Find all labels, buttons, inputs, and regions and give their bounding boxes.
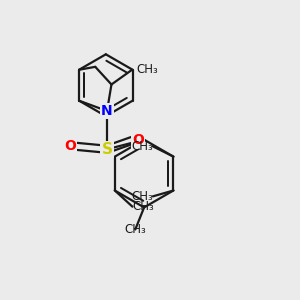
Text: CH₃: CH₃ [124,223,146,236]
Text: CH₃: CH₃ [131,140,153,153]
Text: O: O [64,139,76,153]
Text: S: S [101,142,112,157]
Text: CH₃: CH₃ [131,190,153,203]
Text: O: O [132,134,144,147]
Text: N: N [101,104,113,118]
Text: CH₃: CH₃ [136,63,158,76]
Text: CH₃: CH₃ [133,200,154,213]
